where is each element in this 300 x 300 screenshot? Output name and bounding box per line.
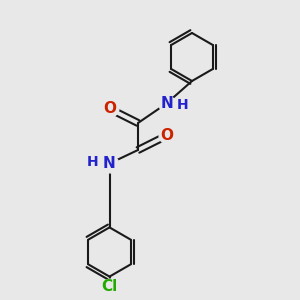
Text: H: H xyxy=(87,155,99,169)
Text: N: N xyxy=(160,96,173,111)
Text: Cl: Cl xyxy=(101,279,118,294)
Text: O: O xyxy=(160,128,173,142)
Text: H: H xyxy=(177,98,189,112)
Text: O: O xyxy=(103,100,116,116)
Text: N: N xyxy=(103,156,116,171)
